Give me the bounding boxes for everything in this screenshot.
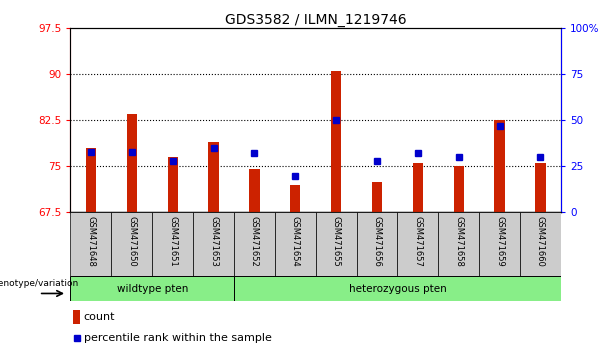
Text: wildtype pten: wildtype pten xyxy=(116,284,188,293)
Bar xyxy=(167,157,178,212)
Bar xyxy=(535,163,546,212)
Text: percentile rank within the sample: percentile rank within the sample xyxy=(84,332,272,343)
Bar xyxy=(372,182,382,212)
Bar xyxy=(112,212,152,276)
Bar xyxy=(208,142,219,212)
Bar xyxy=(413,163,423,212)
Bar xyxy=(331,71,341,212)
Bar xyxy=(70,212,112,276)
Title: GDS3582 / ILMN_1219746: GDS3582 / ILMN_1219746 xyxy=(225,13,406,27)
Text: GSM471654: GSM471654 xyxy=(291,216,300,266)
Bar xyxy=(357,212,397,276)
Bar xyxy=(193,212,234,276)
Text: GSM471650: GSM471650 xyxy=(128,216,136,266)
Text: GSM471648: GSM471648 xyxy=(86,216,96,267)
Text: GSM471658: GSM471658 xyxy=(454,216,463,267)
Bar xyxy=(275,212,316,276)
Bar xyxy=(70,276,234,301)
Bar xyxy=(438,212,479,276)
Text: genotype/variation: genotype/variation xyxy=(0,279,78,288)
Bar xyxy=(520,212,561,276)
Bar xyxy=(127,114,137,212)
Text: GSM471655: GSM471655 xyxy=(332,216,341,266)
Bar xyxy=(454,166,464,212)
Text: GSM471659: GSM471659 xyxy=(495,216,504,266)
Bar xyxy=(74,310,80,324)
Text: count: count xyxy=(84,312,115,322)
Bar xyxy=(479,212,520,276)
Text: GSM471656: GSM471656 xyxy=(373,216,381,267)
Bar xyxy=(234,276,561,301)
Bar xyxy=(316,212,357,276)
Text: GSM471660: GSM471660 xyxy=(536,216,545,267)
Bar xyxy=(397,212,438,276)
Bar xyxy=(86,148,96,212)
Bar xyxy=(495,120,504,212)
Bar xyxy=(234,212,275,276)
Bar xyxy=(290,185,300,212)
Bar xyxy=(152,212,193,276)
Text: heterozygous pten: heterozygous pten xyxy=(349,284,446,293)
Text: GSM471657: GSM471657 xyxy=(413,216,422,267)
Text: GSM471651: GSM471651 xyxy=(168,216,177,266)
Bar xyxy=(249,170,259,212)
Text: GSM471653: GSM471653 xyxy=(209,216,218,267)
Text: GSM471652: GSM471652 xyxy=(250,216,259,266)
